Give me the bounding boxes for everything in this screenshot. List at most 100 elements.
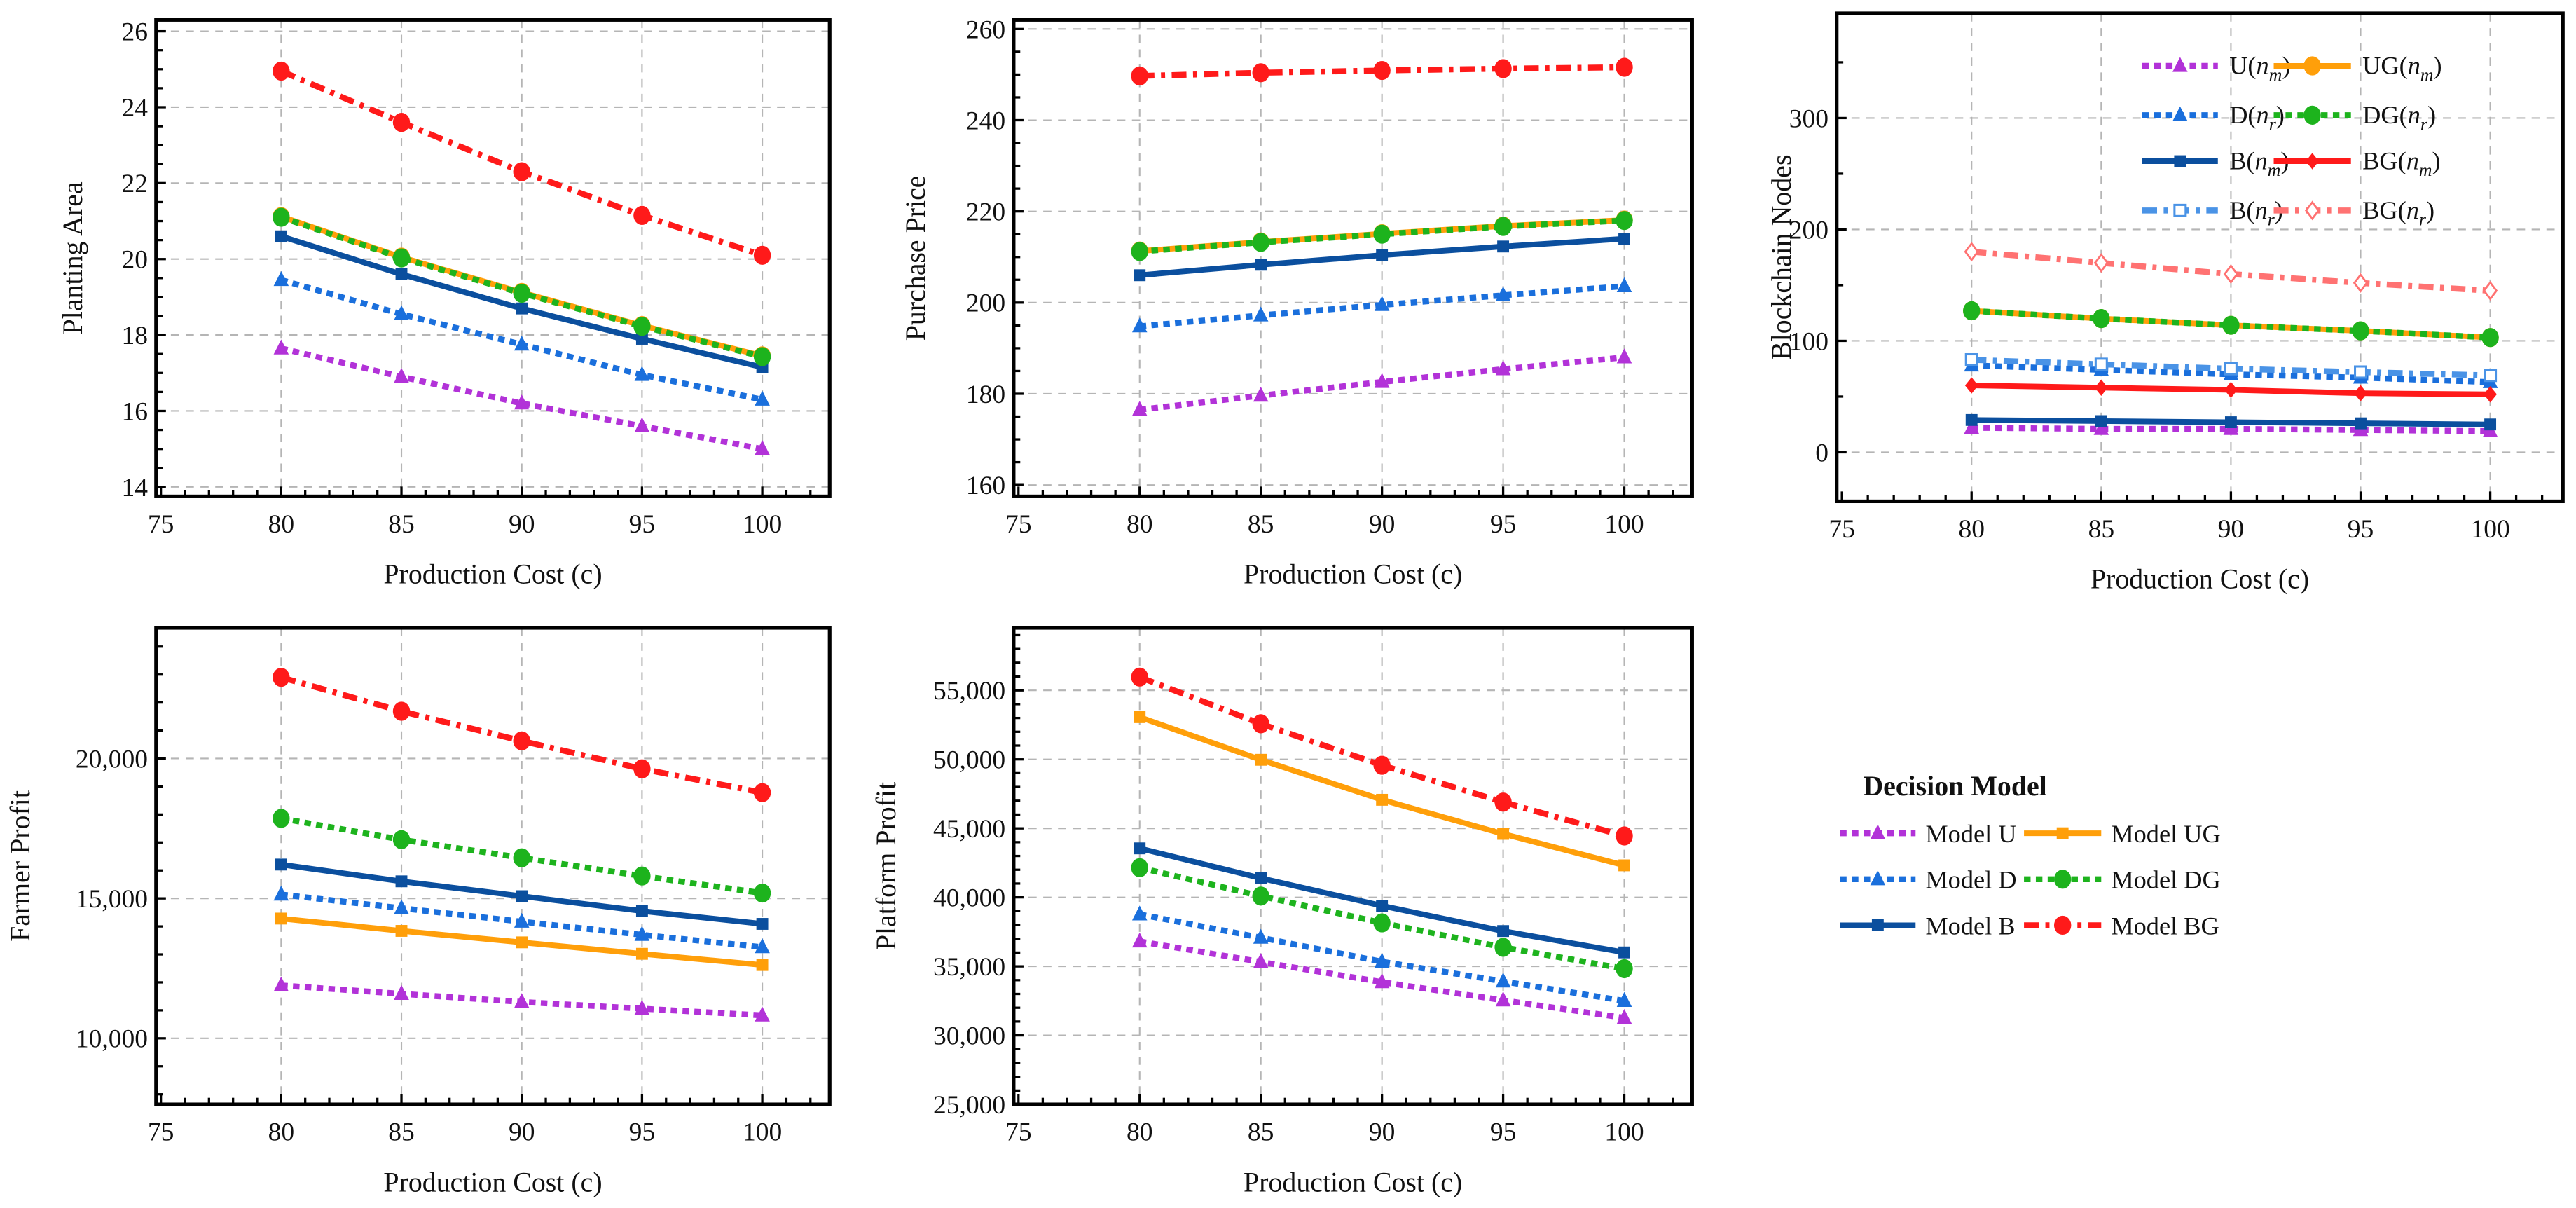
data-point-dg-n-r	[2093, 309, 2110, 329]
x-tick-label: 95	[629, 1118, 656, 1147]
x-tick-label: 100	[743, 1118, 782, 1147]
data-point-model-bg	[513, 731, 530, 750]
data-point-model-u	[1495, 991, 1511, 1007]
x-tick-label: 100	[1604, 510, 1644, 539]
data-point-b-n-r	[2484, 369, 2498, 383]
data-point-model-b	[1255, 259, 1267, 271]
legend-marker	[1870, 824, 1886, 839]
data-point-b-n-r	[2224, 362, 2238, 376]
data-point-model-dg	[1616, 959, 1633, 979]
data-point-model-bg	[1373, 755, 1391, 775]
x-tick-label: 75	[148, 510, 174, 539]
legend-label: Model U	[1925, 820, 2016, 848]
data-point-model-dg	[753, 883, 771, 903]
y-tick-label: 50,000	[933, 746, 1005, 775]
chart-platform-profit: 75 80 85 90 95 100 25,000 30,000 35,000 40,000 45,…	[870, 626, 1694, 1197]
axes-frame	[1835, 11, 2565, 504]
legend-entry-ug-n-m: UG(nm)	[2273, 52, 2442, 85]
y-tick-label: 14	[122, 474, 149, 502]
data-point-model-bg	[753, 783, 771, 802]
legend-entry-model-d: Model D	[1840, 866, 2017, 894]
axes-frame	[154, 626, 832, 1106]
data-point-model-u	[514, 993, 530, 1008]
x-tick-label: 90	[509, 1118, 535, 1147]
series-line-d-n-r	[1971, 362, 2491, 385]
data-point-dg-n-r	[2481, 328, 2499, 348]
data-point-model-bg	[753, 245, 771, 265]
data-point-model-b	[635, 333, 648, 345]
data-point-model-b	[1376, 249, 1389, 261]
data-point-model-bg	[392, 701, 411, 721]
x-tick-label: 80	[1127, 510, 1153, 539]
y-tick-label: 260	[966, 15, 1005, 44]
x-tick-label: 75	[1005, 510, 1032, 539]
data-point-bg-n-m	[2224, 381, 2238, 399]
data-point-model-u	[1374, 373, 1390, 388]
data-point-model-bg	[1616, 57, 1633, 77]
data-point-model-bg	[1252, 714, 1269, 734]
x-tick-label: 85	[388, 510, 415, 539]
data-point-model-u	[1131, 401, 1148, 416]
data-point-model-d	[755, 938, 770, 954]
x-tick-label: 90	[1369, 510, 1396, 539]
data-point-model-dg	[633, 317, 651, 336]
legend-label: DG(nr)	[2362, 101, 2436, 134]
data-point-bg-n-r	[2482, 280, 2498, 301]
y-tick-label: 26	[122, 18, 149, 46]
x-tick-label: 90	[2218, 515, 2245, 544]
legend-entry-b-n-r: B(nr)	[2142, 196, 2283, 229]
x-axis-title: Production Cost (c)	[1244, 1166, 1462, 1197]
data-point-model-bg	[633, 759, 651, 778]
data-point-bg-n-m	[2354, 385, 2367, 401]
data-point-bg-n-m	[1964, 377, 1978, 394]
data-point-model-dg	[273, 809, 290, 828]
series-line-u-n-m	[1971, 425, 2491, 434]
data-point-model-dg	[1131, 858, 1148, 877]
y-tick-label: 20,000	[76, 745, 148, 774]
data-point-model-dg	[1373, 913, 1391, 933]
y-tick-label: 300	[1789, 104, 1828, 133]
legend-label: Model UG	[2111, 820, 2220, 848]
data-point-model-bg	[1616, 826, 1633, 846]
data-point-model-d	[514, 912, 530, 928]
legend-label: UG(nm)	[2362, 52, 2441, 85]
data-point-model-d	[1616, 277, 1632, 293]
data-point-model-d	[1253, 928, 1269, 944]
data-point-model-u	[273, 339, 289, 355]
x-tick-label: 95	[629, 510, 656, 539]
data-point-model-dg	[1494, 217, 1512, 236]
data-point-model-ug	[1255, 753, 1267, 766]
data-point-model-ug	[1497, 828, 1510, 840]
data-point-model-d	[273, 885, 289, 901]
data-point-model-dg	[1373, 224, 1391, 244]
data-point-model-b	[395, 875, 408, 888]
data-point-model-u	[1616, 348, 1632, 364]
data-point-u-n-m	[1964, 418, 1980, 434]
data-point-model-d	[755, 390, 770, 406]
data-point-model-bg	[273, 668, 290, 687]
data-point-model-b	[1255, 872, 1267, 884]
y-tick-label: 25,000	[933, 1091, 1005, 1120]
data-point-model-d	[1616, 991, 1632, 1007]
data-point-model-dg	[1131, 242, 1148, 261]
data-point-model-b	[1497, 925, 1510, 938]
chart-purchase-price: 75 80 85 90 95 100 160 180 200 220 240 260 Productio…	[900, 15, 1694, 590]
series-group	[273, 668, 771, 1022]
data-point-model-u	[273, 976, 289, 991]
x-tick-label: 100	[1604, 1118, 1644, 1147]
y-tick-label: 30,000	[933, 1022, 1005, 1050]
data-point-bg-n-m	[2484, 386, 2497, 403]
y-tick-label: 15,000	[76, 885, 148, 914]
x-tick-label: 80	[268, 510, 295, 539]
legend-marker	[1870, 870, 1886, 886]
y-axis-title: Planting Area	[57, 181, 88, 334]
data-point-model-dg	[392, 830, 411, 849]
data-point-model-b	[275, 230, 287, 242]
legend-entry-model-b: Model B	[1840, 912, 2016, 940]
legend-label: Model B	[1925, 912, 2015, 940]
series-group	[1131, 667, 1633, 1024]
x-tick-label: 100	[743, 510, 782, 539]
series-line-model-d	[1139, 283, 1625, 329]
y-tick-label: 45,000	[933, 815, 1005, 844]
y-tick-label: 40,000	[933, 884, 1005, 913]
